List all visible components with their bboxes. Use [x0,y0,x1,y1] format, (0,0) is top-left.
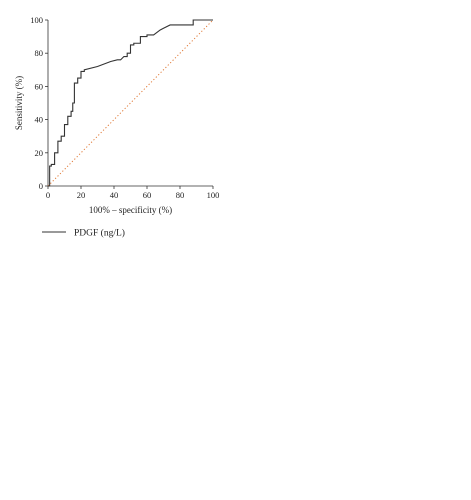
y-tick-label: 20 [35,148,44,158]
legend-label: PDGF (ng/L) [74,228,125,239]
y-tick-label: 80 [35,48,44,58]
x-tick-label: 0 [46,190,50,200]
y-axis-label: Sensitivity (%) [14,76,24,130]
x-tick-label: 100 [207,190,220,200]
x-axis-label: 100% – specificity (%) [89,205,172,215]
x-tick-label: 20 [77,190,86,200]
y-tick-label: 100 [30,15,43,25]
y-tick-label: 60 [35,81,44,91]
x-tick-label: 60 [143,190,152,200]
roc-curve-line [48,19,213,187]
x-tick-label: 40 [110,190,119,200]
chart-panel-1: 0 20 40 60 80 100 0 20 40 60 80 100 100% – specifici… [14,15,219,239]
y-tick-label: 0 [39,181,43,191]
y-tick-label: 40 [35,115,44,125]
legend: PDGF (ng/L) [42,228,125,239]
x-tick-label: 80 [176,190,185,200]
